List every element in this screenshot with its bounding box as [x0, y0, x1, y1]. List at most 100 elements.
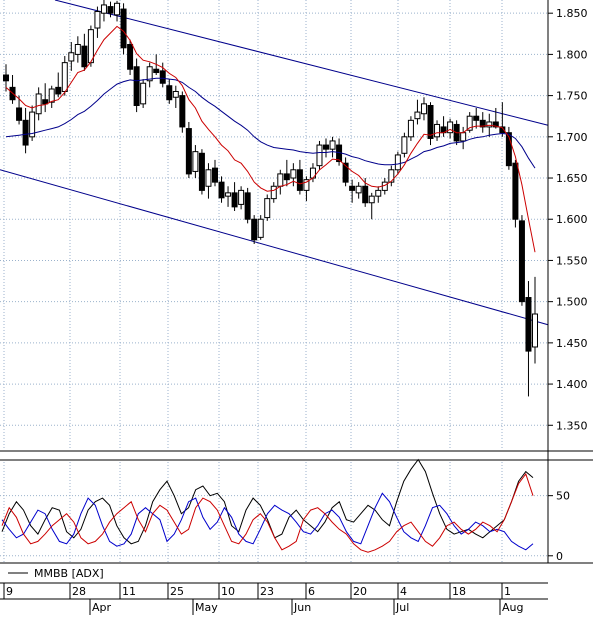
candle-body — [407, 119, 414, 138]
candle — [283, 159, 290, 187]
candle-body — [251, 218, 258, 241]
candle — [166, 79, 173, 104]
time-tick-label: 23 — [260, 585, 274, 598]
candle — [42, 83, 49, 113]
candle-body — [401, 136, 408, 154]
candle-body — [492, 121, 499, 128]
candle — [447, 118, 454, 139]
price-tick-label: 1.600 — [556, 213, 588, 226]
indicator-series-line-3 — [1, 472, 534, 553]
candle-body — [447, 121, 454, 134]
candle-body — [394, 154, 401, 171]
candle — [127, 39, 134, 75]
indicator-gridlines — [0, 462, 548, 563]
candle-body — [172, 90, 179, 98]
price-tick-label: 1.800 — [556, 48, 588, 61]
candle-body — [264, 198, 271, 219]
candle-body — [244, 192, 251, 220]
candle-body — [277, 173, 284, 187]
moving-average-short — [5, 25, 536, 253]
candle — [440, 116, 447, 137]
candle-body — [290, 169, 297, 179]
candle — [74, 36, 81, 63]
candle-body — [153, 68, 160, 74]
time-tick-label: 25 — [170, 585, 184, 598]
indicator-tick-label: 50 — [556, 490, 570, 503]
candle — [16, 95, 23, 125]
month-label: Apr — [92, 601, 112, 614]
candle-body — [48, 88, 55, 103]
price-pane — [0, 0, 549, 397]
candle-body — [512, 162, 519, 220]
candle-body — [316, 144, 323, 167]
time-tick-label: 10 — [221, 585, 235, 598]
candle — [198, 149, 205, 195]
candle-body — [114, 2, 121, 16]
candle-body — [486, 121, 493, 128]
candle-body — [218, 181, 225, 199]
candle-body — [81, 45, 88, 68]
candle — [225, 186, 232, 207]
price-tick-label: 1.500 — [556, 296, 588, 309]
candle-body — [68, 52, 75, 62]
time-tick-label: 20 — [353, 585, 367, 598]
candle-body — [35, 93, 42, 115]
candle — [290, 163, 297, 187]
price-tick-label: 1.650 — [556, 172, 588, 185]
candle — [303, 176, 310, 202]
candle-body — [329, 140, 336, 150]
candle — [525, 281, 532, 397]
candle — [401, 132, 408, 158]
candle — [68, 42, 75, 71]
candle-body — [283, 173, 290, 181]
candle-body — [525, 297, 532, 352]
channel-upper-line — [54, 0, 549, 126]
candle-body — [505, 132, 512, 167]
candle — [323, 138, 330, 158]
price-axis: 1.850 1.800 1.750 1.700 1.650 1.600 1.550 1.500… — [548, 7, 588, 432]
candle — [466, 112, 473, 133]
candle-body — [375, 189, 382, 197]
candle — [355, 182, 362, 199]
candle-body — [166, 85, 173, 101]
price-tick-label: 1.750 — [556, 90, 588, 103]
candle-body — [100, 4, 107, 14]
candle — [427, 102, 434, 146]
candle-body — [29, 111, 36, 138]
price-tick-label: 1.700 — [556, 131, 588, 144]
candle — [277, 169, 284, 195]
candle — [140, 79, 147, 108]
candle — [29, 105, 36, 141]
candle-body — [205, 169, 212, 187]
candle — [22, 107, 29, 154]
candle — [114, 0, 121, 22]
candle-body — [349, 185, 356, 191]
candle — [146, 62, 153, 88]
candle — [218, 176, 225, 203]
month-label: Aug — [502, 601, 523, 614]
month-label: May — [195, 601, 218, 614]
candle — [349, 179, 356, 203]
candle — [81, 33, 88, 71]
candle-body — [225, 192, 232, 197]
candle-body — [355, 185, 362, 194]
candle-body — [16, 107, 23, 121]
indicator-tick-label: 0 — [556, 550, 563, 563]
candle-body — [192, 151, 199, 172]
candle-body — [179, 95, 186, 128]
candle — [479, 112, 486, 133]
price-gridlines — [0, 0, 548, 450]
candle-body — [140, 82, 147, 105]
indicator-legend: MMBB [ADX] — [8, 567, 104, 580]
time-tick-label: 9 — [6, 585, 13, 598]
candle — [368, 192, 375, 220]
candle — [270, 182, 277, 203]
candle-body — [22, 119, 29, 146]
candle-body — [342, 162, 349, 183]
candle — [251, 215, 258, 244]
indicator-axis: 50 0 — [548, 490, 570, 563]
candle-body — [238, 189, 245, 205]
time-tick-label: 18 — [452, 585, 466, 598]
candle — [420, 97, 427, 121]
